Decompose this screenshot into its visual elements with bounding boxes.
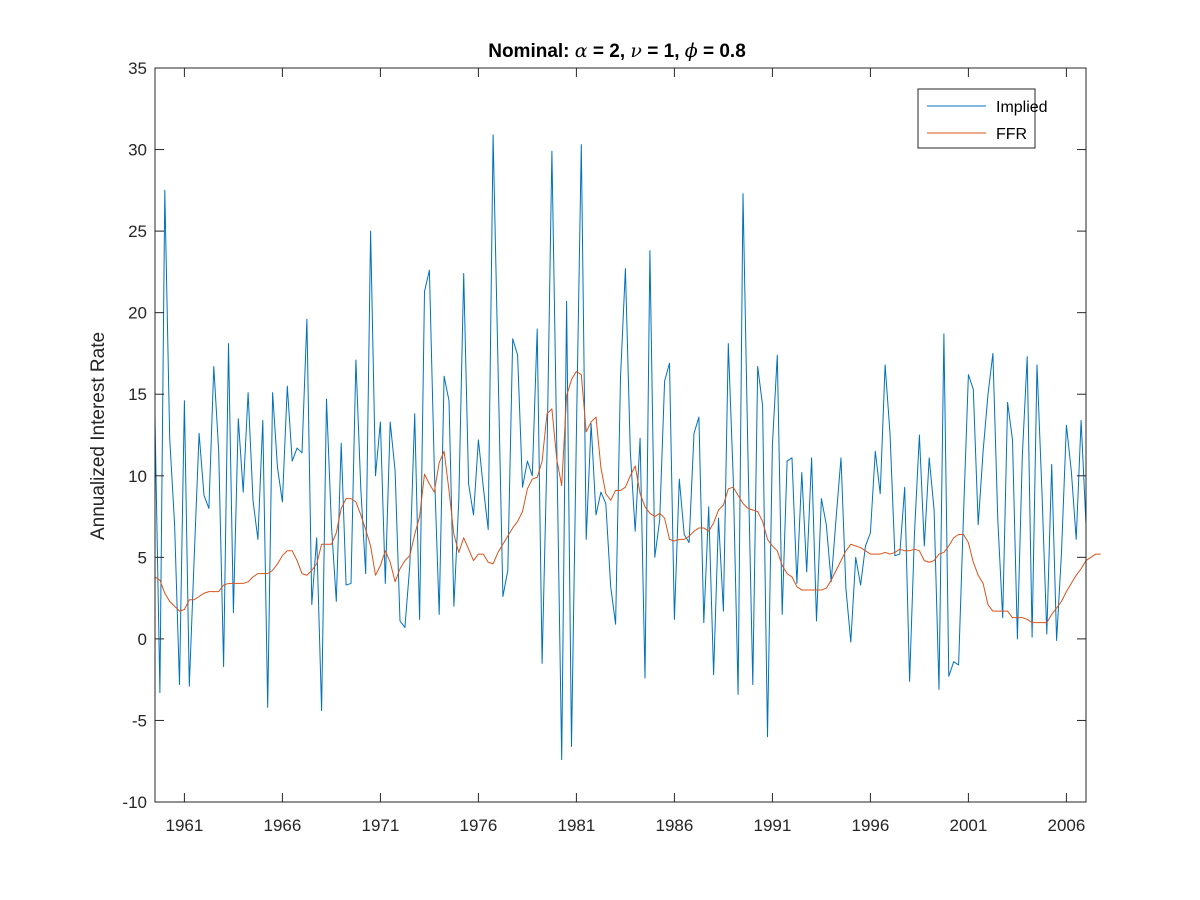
title-phi-value: = 0.8 (698, 41, 746, 62)
x-tick-label-7: 1996 (851, 816, 889, 835)
y-tick-label-7: 25 (128, 222, 147, 241)
legend-label-implied: Implied (996, 99, 1048, 116)
title-nu-value: = 1, (642, 41, 685, 62)
title-alpha-value: = 2, (588, 41, 631, 62)
legend-label-ffr: FFR (996, 126, 1027, 143)
x-tick-label-5: 1986 (655, 816, 693, 835)
series-line-implied (154, 134, 1087, 761)
x-tick-label-3: 1976 (459, 816, 497, 835)
x-tick-label-2: 1971 (361, 816, 399, 835)
chart-title: Nominal: α = 2, ν = 1, ϕ = 0.8 (488, 40, 746, 62)
title-prefix: Nominal: (488, 41, 575, 62)
x-tick-label-1: 1966 (263, 816, 301, 835)
y-tick-label-2: 0 (138, 630, 147, 649)
y-tick-label-0: -10 (122, 793, 147, 812)
axis-ticks: -10 -5 0 5 10 15 20 25 30 35 1961 1966 1971 1976 1981 1… (122, 59, 1086, 835)
y-tick-label-6: 20 (128, 304, 147, 323)
y-tick-label-1: -5 (132, 711, 147, 730)
x-tick-label-0: 1961 (165, 816, 203, 835)
axes-box (154, 67, 1087, 803)
y-tick-label-3: 5 (138, 548, 147, 567)
title-alpha-symbol: α (575, 40, 588, 62)
legend: Implied FFR (917, 88, 1048, 149)
x-tick-label-4: 1981 (557, 816, 595, 835)
plot-area (154, 134, 1101, 761)
y-tick-label-5: 15 (128, 385, 147, 404)
y-tick-label-4: 10 (128, 467, 147, 486)
title-phi-symbol: ϕ (685, 40, 698, 62)
title-nu-symbol: ν (630, 40, 642, 62)
x-tick-label-9: 2006 (1047, 816, 1085, 835)
y-tick-label-9: 35 (128, 59, 147, 78)
legend-box (917, 88, 1036, 149)
x-tick-label-8: 2001 (949, 816, 987, 835)
y-axis-label: Annualized Interest Rate (88, 332, 109, 540)
y-tick-label-8: 30 (128, 141, 147, 160)
x-tick-label-6: 1991 (753, 816, 791, 835)
series-line-ffr (154, 370, 1101, 624)
